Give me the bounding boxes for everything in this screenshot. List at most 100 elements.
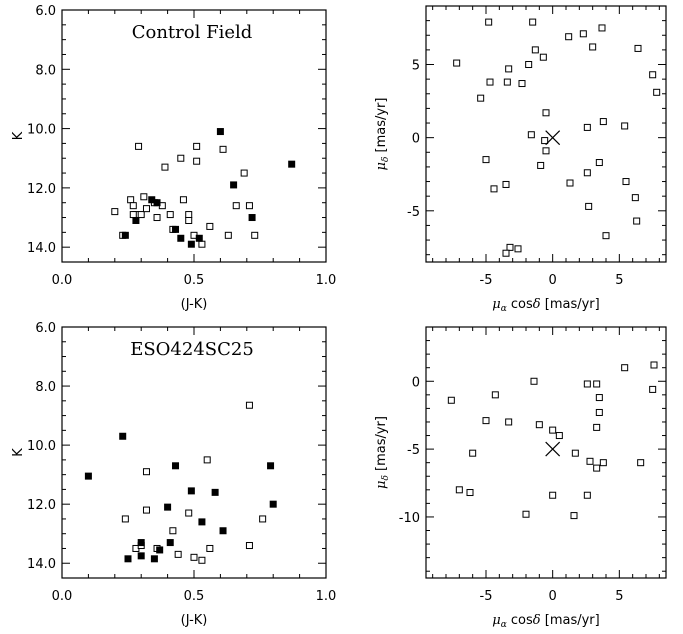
x-tick-label: 1.0 bbox=[316, 589, 337, 604]
y-tick-label: 14.0 bbox=[27, 241, 56, 256]
data-point-filled bbox=[195, 234, 203, 242]
data-point-open bbox=[219, 145, 227, 153]
y-tick-label: 8.0 bbox=[35, 63, 56, 78]
data-point-open bbox=[121, 515, 129, 523]
y-axis-title: μδ [mas/yr] bbox=[374, 416, 391, 489]
panel-cmd-cluster: 0.0 0.5 1.0 6.0 8.0 10.0 12.0 14.0 (J-K) K ESO424S… bbox=[11, 321, 336, 628]
data-point-open bbox=[129, 202, 137, 210]
data-point-filled bbox=[248, 214, 256, 222]
panel-cmd-control: 0.0 0.5 1.0 6.0 8.0 10.0 12.0 14.0 (J-K) K Control… bbox=[11, 4, 336, 312]
data-point-open bbox=[505, 418, 513, 426]
data-point-open bbox=[531, 46, 539, 54]
data-point-open bbox=[637, 459, 645, 467]
data-point-filled bbox=[269, 500, 277, 508]
data-point-filled bbox=[216, 128, 224, 136]
panel-pm-control: -5 0 5 -5 0 5 μα cosδ [mas/yr] μδ [mas/yr] bbox=[374, 5, 667, 314]
data-point-open bbox=[527, 131, 535, 139]
data-point-filled bbox=[267, 462, 275, 470]
data-point-open bbox=[599, 118, 607, 126]
x-axis-title: (J-K) bbox=[181, 613, 208, 628]
data-point-open bbox=[153, 214, 161, 222]
data-point-open bbox=[583, 123, 591, 131]
x-tick-label: 0.5 bbox=[184, 589, 205, 604]
x-tick-label: 0.5 bbox=[184, 273, 205, 288]
data-point-open bbox=[174, 550, 182, 558]
data-point-filled bbox=[124, 555, 132, 563]
data-point-open bbox=[555, 432, 563, 440]
data-point-filled bbox=[198, 518, 206, 526]
y-tick-label: 14.0 bbox=[27, 557, 56, 572]
data-point-filled bbox=[153, 199, 161, 207]
data-point-open bbox=[537, 161, 545, 169]
y-tick-label: 6.0 bbox=[35, 4, 56, 19]
data-point-open bbox=[595, 408, 603, 416]
y-axis-title: μδ [mas/yr] bbox=[374, 98, 391, 171]
data-point-open bbox=[185, 216, 193, 224]
data-point-open bbox=[190, 553, 198, 561]
x-axis-title: μα cosδ [mas/yr] bbox=[492, 613, 599, 630]
data-point-open bbox=[599, 459, 607, 467]
data-point-open bbox=[514, 245, 522, 253]
data-point-open bbox=[193, 142, 201, 150]
data-point-open bbox=[469, 449, 477, 457]
x-tick-label: 5 bbox=[615, 273, 623, 288]
data-point-open bbox=[477, 94, 485, 102]
data-point-filled bbox=[121, 231, 129, 239]
data-point-open bbox=[251, 231, 259, 239]
data-point-open bbox=[206, 222, 214, 230]
data-point-filled bbox=[230, 181, 238, 189]
data-point-open bbox=[579, 30, 587, 38]
data-point-open bbox=[232, 202, 240, 210]
data-point-open bbox=[179, 196, 187, 204]
data-point-filled bbox=[137, 552, 145, 560]
data-point-filled bbox=[187, 487, 195, 495]
data-point-open bbox=[505, 65, 513, 73]
data-point-open bbox=[455, 486, 463, 494]
data-point-open bbox=[585, 202, 593, 210]
data-point-filled bbox=[187, 240, 195, 248]
x-tick-label: 0 bbox=[549, 273, 557, 288]
panel-title: Control Field bbox=[132, 22, 253, 43]
data-point-open bbox=[245, 542, 253, 550]
data-point-open bbox=[502, 180, 510, 188]
data-point-open bbox=[135, 142, 143, 150]
data-point-filled bbox=[137, 539, 145, 547]
x-tick-label: 0 bbox=[549, 589, 557, 604]
data-point-open bbox=[570, 512, 578, 520]
x-axis-title: (J-K) bbox=[181, 297, 208, 312]
data-point-filled bbox=[156, 546, 164, 554]
data-point-filled bbox=[164, 503, 172, 511]
data-point-open bbox=[491, 391, 499, 399]
y-tick-label: 5 bbox=[412, 59, 420, 74]
data-point-open bbox=[198, 556, 206, 564]
data-point-open bbox=[586, 457, 594, 465]
data-point-open bbox=[622, 178, 630, 186]
y-tick-label: 10.0 bbox=[27, 439, 56, 454]
data-point-open bbox=[127, 196, 135, 204]
y-tick-label: 8.0 bbox=[35, 380, 56, 395]
data-point-open bbox=[542, 147, 550, 155]
data-point-open bbox=[634, 44, 642, 52]
data-point-open bbox=[549, 491, 557, 499]
data-point-open bbox=[571, 449, 579, 457]
data-point-open bbox=[259, 515, 267, 523]
data-point-open bbox=[206, 544, 214, 552]
plot-frame bbox=[61, 9, 327, 263]
data-point-open bbox=[593, 423, 601, 431]
x-tick-label: 1.0 bbox=[316, 273, 337, 288]
x-tick-label: -5 bbox=[480, 273, 493, 288]
plot-frame bbox=[425, 326, 667, 579]
data-point-open bbox=[137, 211, 145, 219]
data-point-open bbox=[482, 156, 490, 164]
data-point-open bbox=[506, 243, 514, 251]
data-point-open bbox=[142, 205, 150, 213]
data-point-open bbox=[539, 53, 547, 61]
data-point-open bbox=[535, 421, 543, 429]
data-point-open bbox=[503, 78, 511, 86]
data-point-open bbox=[142, 506, 150, 514]
data-point-open bbox=[649, 385, 657, 393]
data-point-filled bbox=[219, 527, 227, 535]
data-point-open bbox=[482, 417, 490, 425]
data-point-open bbox=[650, 361, 658, 369]
